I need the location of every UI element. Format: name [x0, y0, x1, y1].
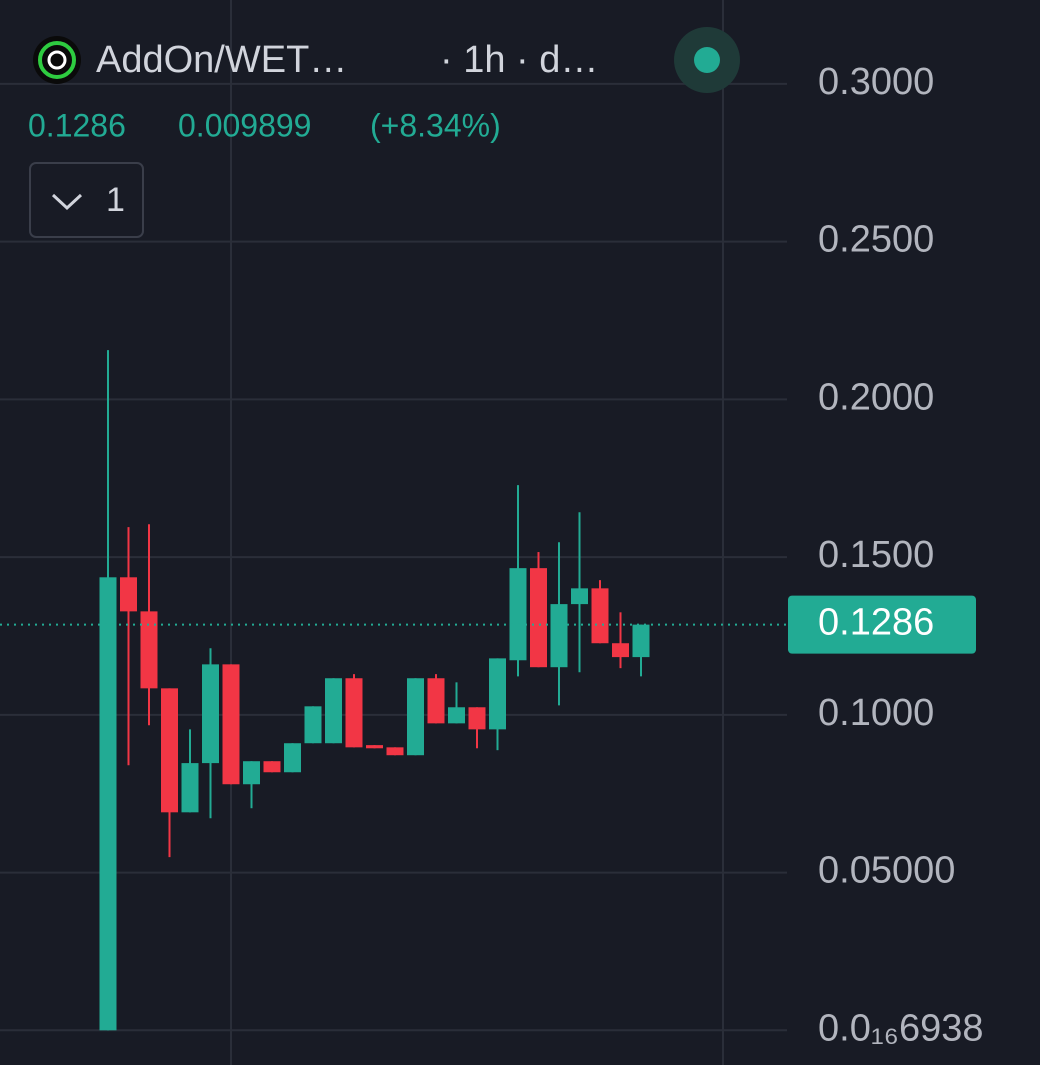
candle-body — [325, 678, 342, 744]
candle-body — [612, 643, 629, 658]
candle-body — [571, 588, 588, 605]
logo-ring — [38, 41, 76, 79]
candle-body — [120, 577, 137, 612]
candle-body — [509, 568, 527, 661]
candle-body — [386, 747, 404, 756]
y-tick-label: 0.1000 — [818, 692, 934, 734]
change-pct: (+8.34%) — [370, 107, 501, 143]
candle-body — [591, 588, 609, 644]
candle-body — [489, 658, 506, 730]
candle-body — [222, 664, 240, 785]
series-count: 1 — [106, 181, 125, 219]
last-price-badge-label: 0.1286 — [818, 602, 934, 644]
overlay: 0.0₁₆6938 0.05000 0.1000 0.1500 0.2000 0.2500… — [0, 61, 984, 1049]
candle-body — [202, 664, 219, 764]
candle-body — [304, 706, 322, 744]
y-tick-label: 0.2500 — [818, 219, 934, 261]
pair-title: AddOn/WET… — [96, 39, 347, 81]
status-dot — [694, 47, 720, 73]
last-price: 0.1286 — [28, 107, 126, 143]
candle-body — [366, 745, 383, 749]
y-tick-label: 0.0₁₆6938 — [818, 1007, 984, 1049]
candle-body — [243, 761, 260, 785]
candle-body — [530, 568, 547, 668]
candle-body — [140, 611, 158, 689]
candle-body — [161, 688, 178, 813]
change: 0.009899 — [178, 107, 311, 143]
candles — [99, 350, 650, 1031]
logo-core — [47, 50, 67, 70]
y-tick-label: 0.05000 — [818, 850, 955, 892]
chevron — [51, 193, 83, 211]
candle-body — [345, 678, 363, 748]
candle-body — [284, 743, 301, 773]
candle-body — [448, 707, 465, 724]
y-tick-label: 0.1500 — [818, 534, 934, 576]
candle-body — [99, 577, 117, 1031]
interval: · 1h · d… — [440, 39, 598, 81]
last-price-badge — [788, 595, 976, 654]
grid — [0, 82, 787, 1032]
y-tick-label: 0.2000 — [818, 376, 934, 418]
candle-body — [407, 678, 424, 756]
candle-body — [468, 707, 486, 730]
candle-body — [632, 624, 650, 658]
candle-body — [427, 678, 445, 724]
series-toggle[interactable] — [29, 162, 144, 238]
candle-body — [181, 763, 199, 813]
candle-body — [550, 604, 568, 668]
candle-body — [263, 761, 281, 773]
y-tick-label: 0.3000 — [818, 61, 934, 103]
